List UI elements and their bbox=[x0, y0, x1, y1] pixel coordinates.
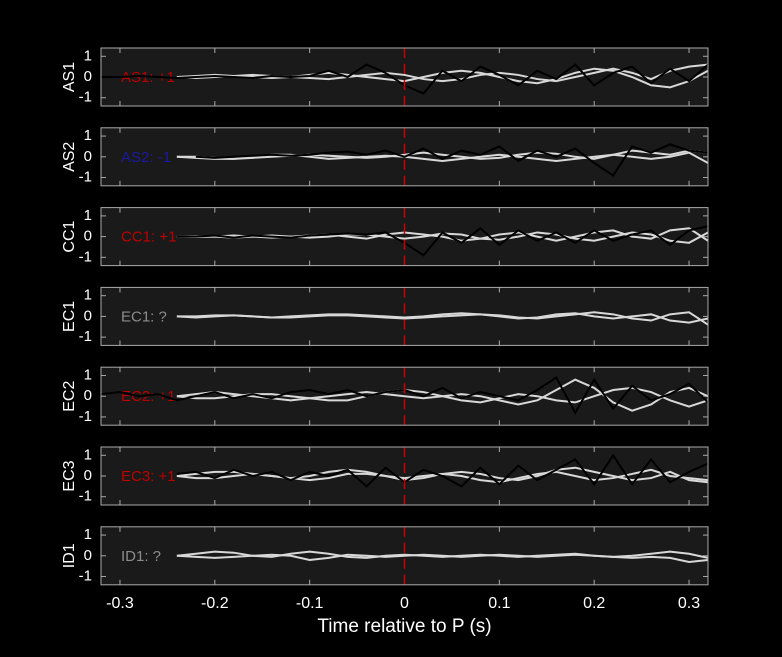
y-tick-label: 1 bbox=[84, 446, 92, 463]
y-tick-label: 0 bbox=[84, 467, 92, 484]
y-axis-label: EC3 bbox=[61, 460, 78, 491]
y-tick-label: 0 bbox=[84, 228, 92, 245]
panel-border bbox=[100, 446, 709, 506]
y-axis-label: EC2 bbox=[61, 381, 78, 412]
y-tick-label: 1 bbox=[84, 287, 92, 304]
trace bbox=[176, 227, 708, 242]
y-axis-label: AS2 bbox=[61, 142, 78, 172]
y-tick-label: 0 bbox=[84, 387, 92, 404]
y-axis-label: CC1 bbox=[61, 220, 78, 252]
panel-border bbox=[100, 127, 709, 187]
x-axis-label: Time relative to P (s) bbox=[317, 616, 491, 637]
annotation: AS1: +1 bbox=[121, 69, 175, 86]
panel-border bbox=[100, 286, 709, 346]
annotation: ID1: ? bbox=[121, 548, 161, 565]
y-tick-label: -1 bbox=[79, 408, 92, 425]
y-tick-label: 1 bbox=[84, 366, 92, 383]
y-tick-label: -1 bbox=[79, 248, 92, 265]
annotation: AS2: -1 bbox=[121, 149, 171, 166]
y-tick-label: 1 bbox=[84, 47, 92, 64]
x-tick-label: 0.2 bbox=[583, 595, 605, 612]
trace bbox=[176, 553, 708, 564]
x-tick-label: -0.1 bbox=[296, 595, 324, 612]
y-tick-label: -1 bbox=[79, 567, 92, 584]
x-tick-label: -0.2 bbox=[201, 595, 229, 612]
panel-border bbox=[100, 207, 709, 267]
trace bbox=[176, 311, 708, 326]
y-tick-label: -1 bbox=[79, 168, 92, 185]
y-tick-label: 0 bbox=[84, 307, 92, 324]
trace bbox=[176, 225, 708, 257]
trace bbox=[176, 453, 708, 488]
trace bbox=[176, 67, 708, 89]
annotation: EC2: +1 bbox=[121, 388, 176, 405]
y-axis-label: EC1 bbox=[61, 301, 78, 332]
y-tick-label: -1 bbox=[79, 488, 92, 505]
y-tick-label: -1 bbox=[79, 89, 92, 106]
x-tick-label: 0.1 bbox=[488, 595, 510, 612]
y-tick-label: 0 bbox=[84, 547, 92, 564]
panel-border bbox=[100, 526, 709, 586]
panel-border bbox=[100, 47, 709, 107]
y-axis-label: ID1 bbox=[61, 543, 78, 568]
y-tick-label: 1 bbox=[84, 207, 92, 224]
x-tick-label: 0 bbox=[400, 595, 409, 612]
y-tick-label: 0 bbox=[84, 68, 92, 85]
y-tick-label: 1 bbox=[84, 526, 92, 543]
trace bbox=[176, 386, 708, 408]
y-tick-label: -1 bbox=[79, 328, 92, 345]
y-axis-label: AS1 bbox=[61, 62, 78, 92]
panel-border bbox=[100, 366, 709, 426]
trace bbox=[176, 149, 708, 160]
annotation: EC3: +1 bbox=[121, 468, 176, 485]
y-tick-label: 1 bbox=[84, 127, 92, 144]
x-tick-label: 0.3 bbox=[678, 595, 700, 612]
y-tick-label: 0 bbox=[84, 148, 92, 165]
annotation: CC1: +1 bbox=[121, 229, 176, 246]
x-tick-label: -0.3 bbox=[106, 595, 134, 612]
annotation: EC1: ? bbox=[121, 308, 167, 325]
trace bbox=[195, 143, 708, 177]
trace bbox=[176, 468, 708, 484]
